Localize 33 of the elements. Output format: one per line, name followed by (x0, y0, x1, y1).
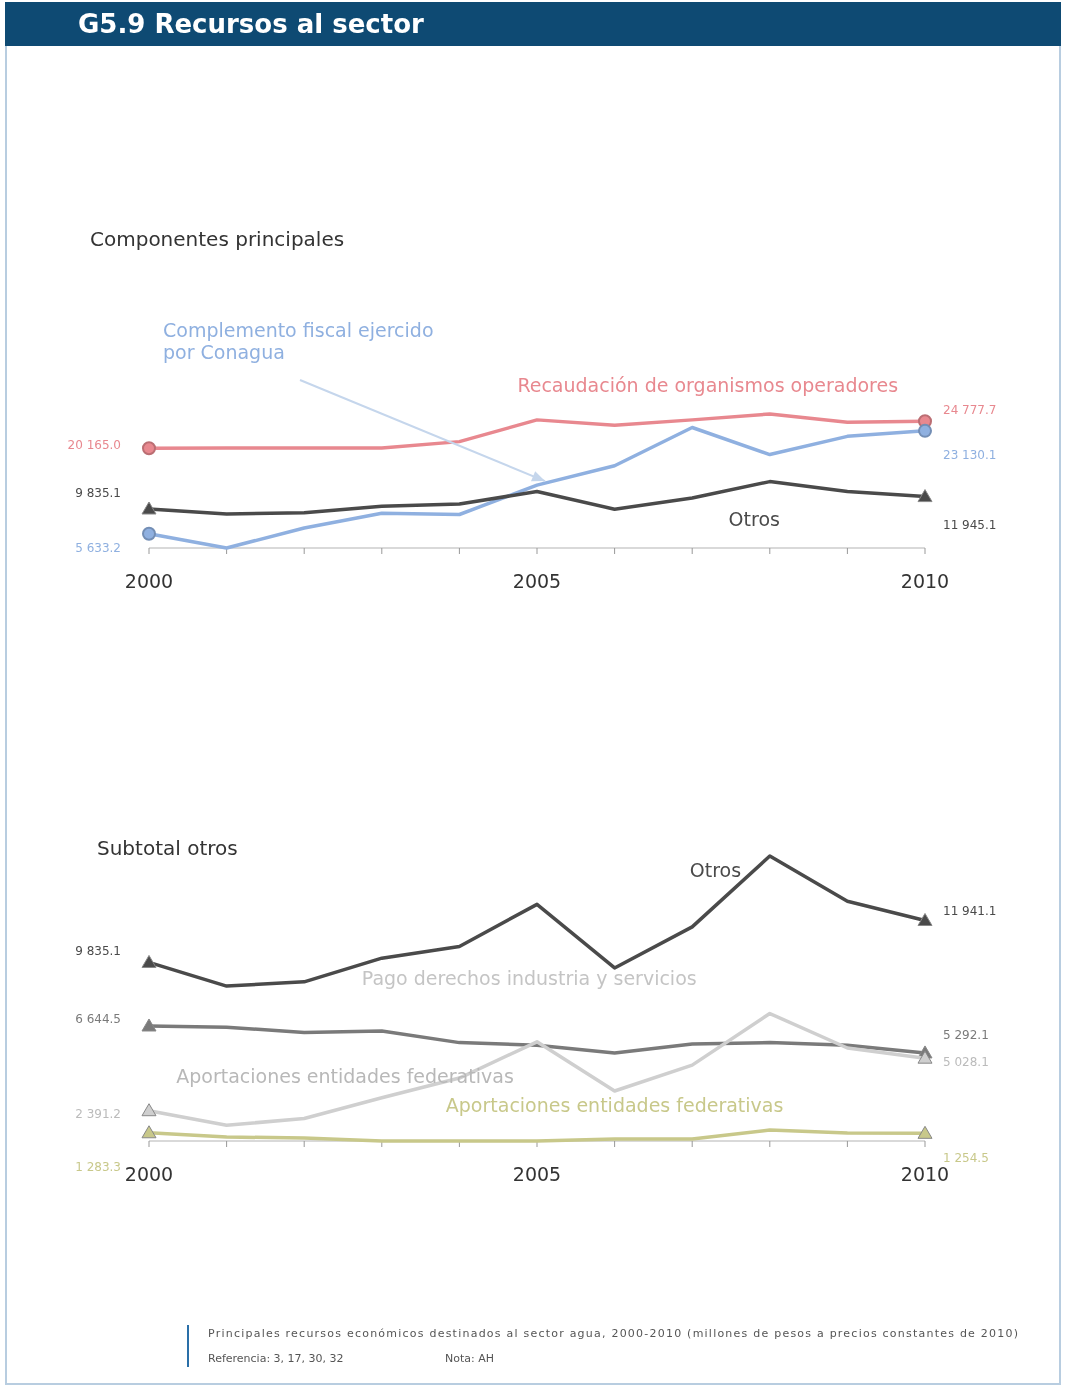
text: Pago derechos industria y servicios (361, 967, 697, 989)
chart-title: G5.9 Recursos al sector (78, 9, 425, 39)
data-label: 20 165.0 (67, 438, 121, 453)
chart-subtitle: Subtotal otros (97, 836, 238, 860)
chart-subtitle: Componentes principales (90, 227, 345, 251)
data-label: 5 028.1 (943, 1055, 989, 1070)
x-tick-label: 2000 (124, 1163, 174, 1185)
data-label: 9 835.1 (75, 944, 121, 959)
series-label: Otros (689, 858, 742, 881)
data-label: 9 835.1 (75, 486, 121, 500)
data-label: 11 945.1 (943, 517, 997, 532)
x-tick-label: 2000 (124, 570, 174, 592)
series-label: Aportaciones entidades federativas (445, 1094, 784, 1116)
text: Principales recursos económicos destinados al sector agua, 2000-2010 (millones de pesos a precios constantes de 2010) (208, 1327, 1018, 1340)
text: Nota: AH (445, 1352, 495, 1365)
data-label: 1 283.3 (75, 1159, 121, 1174)
series-label: Recaudación de organismos operadores (517, 373, 899, 396)
data-label: 1 254.5 (943, 1151, 989, 1166)
data-label: 6 644.5 (75, 1011, 121, 1026)
text: Referencia: 3, 17, 30, 32 (208, 1352, 344, 1365)
annotation: Aportaciones entidades federativas (176, 1065, 514, 1087)
data-label: 5 292.1 (943, 1027, 989, 1042)
data-label: 24 777.7 (943, 403, 997, 418)
x-tick-label: 2010 (900, 1163, 950, 1185)
x-tick-label: 2005 (512, 1163, 562, 1185)
data-label: 23 130.1 (943, 447, 997, 462)
data-label: 2 391.2 (75, 1106, 121, 1121)
data-label: 5 633.2 (75, 540, 121, 555)
x-tick-label: 2010 (900, 570, 950, 592)
data-label: 11 941.1 (943, 903, 997, 918)
text: Complemento fiscal ejercido por Conagua (163, 319, 434, 363)
x-tick-label: 2005 (512, 570, 562, 592)
series-label: Otros (728, 508, 780, 531)
